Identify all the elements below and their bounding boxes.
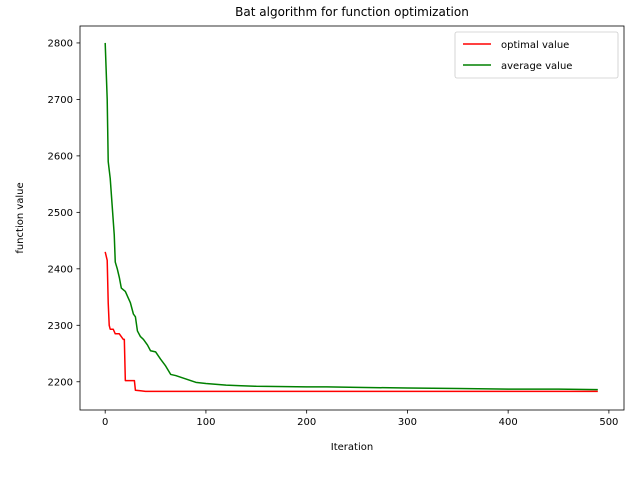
- y-tick-label: 2300: [48, 321, 73, 332]
- y-tick-label: 2500: [48, 208, 73, 219]
- y-tick-label: 2800: [48, 38, 73, 49]
- legend-label-1: average value: [501, 61, 572, 72]
- y-tick-label: 2600: [48, 151, 73, 162]
- x-tick-label: 100: [196, 417, 215, 428]
- axes-frame: [79, 25, 625, 411]
- plot-area: 0 100 200 300 400 500 2200 2300 2400 2500 2600 2700…: [48, 25, 625, 428]
- series-line-0: [104, 251, 598, 393]
- x-axis-label: Iteration: [331, 442, 373, 453]
- x-tick-label: 0: [102, 417, 108, 428]
- y-tick-label: 2700: [48, 95, 73, 106]
- y-tick-label: 2200: [48, 377, 73, 388]
- legend-box: [454, 31, 619, 79]
- chart-title: Bat algorithm for function optimization: [235, 5, 469, 19]
- legend-label-0: optimal value: [501, 40, 569, 51]
- x-tick-label: 200: [297, 417, 316, 428]
- series-line-1: [104, 42, 598, 391]
- legend: optimal value average value: [454, 31, 619, 79]
- x-tick-label: 500: [599, 417, 618, 428]
- x-tick-label: 400: [499, 417, 518, 428]
- y-tick-label: 2400: [48, 264, 73, 275]
- x-tick-label: 300: [398, 417, 417, 428]
- y-axis-label: function value: [15, 182, 26, 253]
